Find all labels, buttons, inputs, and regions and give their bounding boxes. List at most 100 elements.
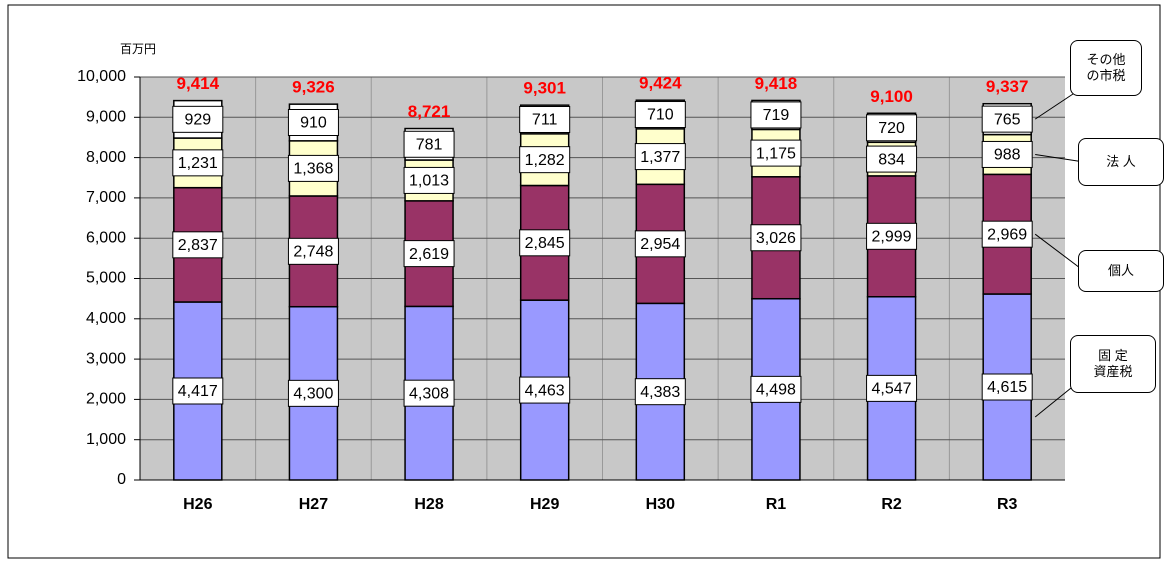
value-label-box	[519, 105, 571, 133]
value-label-box	[750, 224, 802, 252]
value-label: 2,845	[525, 235, 565, 252]
value-label-box	[634, 143, 686, 171]
y-tick-label: 2,000	[86, 391, 126, 408]
value-label-box	[866, 222, 918, 250]
value-label-box	[172, 377, 224, 405]
value-label-box	[287, 154, 339, 182]
x-tick-label: H30	[646, 496, 675, 513]
value-label: 1,231	[178, 155, 218, 172]
y-tick-label: 10,000	[77, 68, 126, 85]
total-label: 9,418	[755, 74, 798, 93]
value-label: 929	[184, 112, 211, 129]
value-label: 4,300	[293, 386, 333, 403]
total-label: 9,414	[177, 74, 220, 93]
x-tick-label: R2	[881, 496, 902, 513]
value-label-box	[866, 114, 918, 142]
value-label-box	[403, 379, 455, 407]
value-label-box	[403, 240, 455, 268]
value-label-box	[750, 139, 802, 167]
x-tick-label: H28	[414, 496, 443, 513]
value-label-box	[172, 231, 224, 259]
value-label-box	[287, 379, 339, 407]
value-label-box	[519, 146, 571, 174]
callout-pointer	[1034, 383, 1077, 418]
total-label: 9,100	[870, 87, 913, 106]
value-label: 988	[994, 147, 1021, 164]
value-label-box	[172, 149, 224, 177]
value-label: 2,954	[640, 236, 680, 253]
value-label: 4,383	[640, 384, 680, 401]
legend-callout: 固 定 資産税	[1070, 335, 1156, 393]
value-label-box	[403, 166, 455, 194]
value-label: 720	[878, 120, 905, 137]
callout-pointer	[1035, 153, 1085, 163]
x-tick-label: H29	[530, 496, 559, 513]
y-axis-label: 百万円	[120, 42, 156, 56]
value-label-box	[750, 101, 802, 129]
value-label-box	[287, 108, 339, 136]
legend-callout: 法 人	[1078, 138, 1164, 186]
value-label-box	[519, 376, 571, 404]
y-tick-label: 3,000	[86, 350, 126, 367]
y-tick-label: 7,000	[86, 189, 126, 206]
value-label-box	[750, 375, 802, 403]
total-label: 9,337	[986, 77, 1029, 96]
y-tick-label: 5,000	[86, 270, 126, 287]
value-label: 1,013	[409, 173, 449, 190]
total-label: 9,326	[292, 78, 335, 97]
value-label-box	[634, 101, 686, 129]
value-label: 2,748	[293, 244, 333, 261]
value-label: 4,463	[525, 382, 565, 399]
value-label-box	[172, 105, 224, 133]
value-label: 4,498	[756, 382, 796, 399]
x-tick-label: R1	[766, 496, 787, 513]
value-label-box	[866, 374, 918, 402]
value-label: 4,417	[178, 383, 218, 400]
value-label: 711	[532, 112, 558, 129]
value-label-box	[634, 378, 686, 406]
value-label-box	[634, 230, 686, 258]
value-label-box	[403, 130, 455, 158]
callout-pointer	[1034, 91, 1077, 120]
x-tick-label: H26	[183, 496, 212, 513]
total-label: 9,301	[523, 79, 566, 98]
total-label: 9,424	[639, 74, 682, 93]
value-label-box	[519, 229, 571, 257]
callout-pointer	[1034, 233, 1085, 272]
value-label: 834	[878, 151, 905, 168]
legend-callout: 個人	[1078, 250, 1164, 292]
x-tick-label: H27	[299, 496, 328, 513]
value-label: 4,308	[409, 385, 449, 402]
value-label: 710	[647, 107, 674, 124]
legend-callout: その他 の市税	[1070, 40, 1142, 96]
value-label: 2,619	[409, 246, 449, 263]
value-label-box	[981, 105, 1033, 133]
value-label: 719	[763, 107, 790, 124]
y-tick-label: 9,000	[86, 109, 126, 126]
value-label-box	[981, 373, 1033, 401]
value-label-box	[981, 220, 1033, 248]
y-tick-label: 8,000	[86, 149, 126, 166]
value-label: 1,175	[756, 145, 796, 162]
value-label: 765	[994, 111, 1021, 128]
value-label: 781	[416, 136, 443, 153]
value-label: 4,547	[872, 381, 912, 398]
value-label: 3,026	[756, 230, 796, 247]
x-tick-label: R3	[997, 496, 1018, 513]
y-tick-label: 1,000	[86, 431, 126, 448]
value-label: 1,282	[525, 152, 565, 169]
value-label: 2,837	[178, 237, 218, 254]
value-label: 2,999	[872, 229, 912, 246]
value-label-box	[287, 237, 339, 265]
value-label: 1,377	[640, 149, 680, 166]
value-label: 2,969	[987, 226, 1027, 243]
y-tick-label: 4,000	[86, 310, 126, 327]
value-label: 910	[300, 115, 327, 132]
value-label: 4,615	[987, 379, 1027, 396]
value-label-box	[866, 145, 918, 173]
value-label-box	[981, 140, 1033, 168]
y-tick-label: 0	[117, 471, 126, 488]
y-tick-label: 6,000	[86, 229, 126, 246]
